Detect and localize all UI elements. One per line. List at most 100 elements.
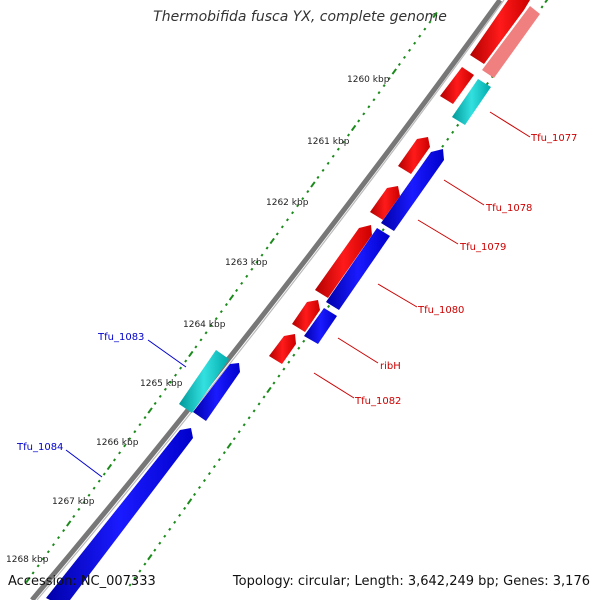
ruler-label-1266: 1266 kbp (96, 438, 139, 448)
ruler-tick (188, 350, 194, 358)
ruler-tick (106, 463, 113, 471)
ruler-tick (133, 576, 137, 580)
gene-label-tfu_1082[interactable]: Tfu_1082 (354, 396, 401, 407)
gene-tfu-1076-feature[interactable] (470, 0, 530, 64)
ruler-tick (72, 514, 76, 518)
ruler-tick (207, 472, 211, 476)
ruler-tick (252, 409, 256, 413)
ruler-tick (209, 324, 213, 328)
ruler-tick (138, 569, 142, 573)
ruler-tick (257, 402, 261, 406)
ruler-tick (123, 444, 127, 448)
ruler-label-1265: 1265 kbp (140, 379, 183, 389)
leader-line-ribh (337, 337, 379, 364)
ruler-tick (224, 303, 228, 307)
ruler-tick (204, 331, 208, 335)
ruler-tick (25, 576, 31, 584)
gene-label-tfu_1077[interactable]: Tfu_1077 (530, 133, 577, 144)
ruler-tick (357, 119, 361, 123)
ruler-tick (310, 181, 316, 188)
ruler-tick (158, 394, 162, 398)
ruler-tick (272, 381, 276, 385)
ruler-tick (92, 486, 96, 490)
ruler-tick (168, 527, 172, 531)
ruler-tick (250, 267, 254, 271)
ruler-label-1264: 1264 kbp (183, 320, 226, 330)
ruler-tick (282, 367, 286, 371)
ruler-tick (184, 359, 188, 363)
gene-tfu-1079-feature[interactable] (370, 186, 400, 220)
ruler-tick (266, 386, 272, 394)
ruler-tick (275, 232, 279, 236)
ruler-tick (269, 237, 275, 245)
ruler-labels: 1260 kbp 1261 kbp 1262 kbp 1263 kbp 1264 kbp… (6, 75, 390, 565)
gene-ribh-b-feature[interactable] (304, 308, 337, 344)
ruler-tick (128, 437, 132, 441)
ruler-tick (287, 360, 291, 364)
gene-tfu-1082-feature[interactable] (269, 334, 296, 364)
ruler-tick (377, 91, 381, 95)
ruler-tick (179, 366, 183, 370)
gene-tfu-1078b-feature[interactable] (381, 149, 444, 231)
ruler-tick (143, 562, 147, 566)
gene-tfu-1076b-feature[interactable] (482, 6, 540, 78)
ruler-tick (327, 304, 331, 308)
ruler-tick (240, 281, 244, 285)
leader-line-tfu_1079 (417, 219, 459, 245)
accession-text: Accession: NC_007333 (8, 574, 156, 589)
gene-ribh-feature[interactable] (292, 300, 320, 332)
ruler-tick (237, 430, 241, 434)
ruler-tick (178, 513, 182, 517)
ruler-tick (118, 451, 122, 455)
ruler-tick (133, 430, 137, 434)
ruler-label-1263: 1263 kbp (225, 258, 268, 268)
ruler-tick (418, 34, 422, 38)
gene-label-tfu_1084[interactable]: Tfu_1084 (16, 442, 63, 453)
ruler-label-1261: 1261 kbp (307, 137, 350, 147)
ruler-tick (82, 500, 86, 504)
ruler-tick (540, 5, 544, 9)
reverse-strand (46, 149, 444, 600)
ruler-tick (232, 437, 236, 441)
ruler-tick (143, 416, 147, 420)
ruler-tick (183, 506, 187, 510)
gene-tfu-1078-feature[interactable] (398, 137, 430, 174)
gene-tfu-1083-feature[interactable] (179, 350, 229, 413)
gene-label-ribh[interactable]: ribH (380, 361, 401, 372)
ruler-tick (265, 246, 269, 250)
ruler-tick (174, 373, 178, 377)
gene-tfu-1080-feature[interactable] (315, 225, 372, 298)
gene-label-tfu_1083[interactable]: Tfu_1083 (97, 332, 144, 343)
ruler-tick (432, 11, 438, 19)
ruler-tick (138, 423, 142, 427)
summary-text: Topology: circular; Length: 3,642,249 bp… (232, 574, 590, 589)
gene-labels: Tfu_1077 Tfu_1078 Tfu_1079 Tfu_1080 ribH Tfu_… (16, 111, 577, 478)
gene-label-tfu_1080[interactable]: Tfu_1080 (417, 305, 464, 316)
leader-line-tfu_1080 (377, 283, 418, 308)
ruler-tick (235, 288, 239, 292)
gene-tfu-1080b-feature[interactable] (326, 228, 390, 310)
ruler-tick (306, 190, 310, 194)
rna-features (179, 79, 491, 413)
gene-tfu-1077-feature[interactable] (440, 67, 474, 104)
gene-tfu-1084-feature[interactable] (46, 428, 193, 600)
ruler-tick (297, 346, 301, 350)
ruler-tick (194, 345, 198, 349)
ruler-tick (62, 529, 66, 533)
ruler-tick (296, 204, 300, 208)
ruler-tick (41, 557, 45, 561)
leader-line-tfu_1077 (489, 111, 531, 138)
gene-tfu-1083b-feature[interactable] (193, 363, 240, 421)
ruler-tick (168, 380, 172, 384)
ruler-tick (381, 228, 385, 232)
gene-label-tfu_1079[interactable]: Tfu_1079 (459, 242, 506, 253)
ruler-tick (214, 317, 218, 321)
gene-tfu-1077b-feature[interactable] (452, 79, 491, 125)
ruler-tick (153, 401, 157, 405)
ruler-tick (456, 123, 460, 127)
gene-label-tfu_1078[interactable]: Tfu_1078 (485, 203, 532, 214)
ruler-tick (31, 571, 35, 575)
ruler-tick (128, 583, 132, 587)
ruler-tick (387, 77, 391, 81)
